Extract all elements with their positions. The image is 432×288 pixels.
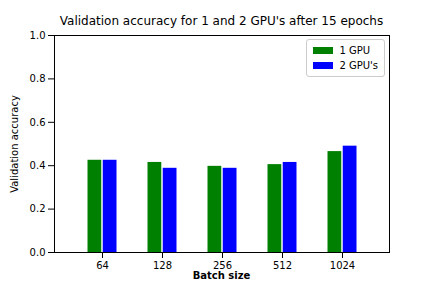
svg-text:64: 64 <box>96 260 109 271</box>
svg-text:512: 512 <box>273 260 292 271</box>
svg-text:256: 256 <box>213 260 232 271</box>
svg-text:0.8: 0.8 <box>30 73 46 84</box>
html-text:Validation accuracy for 1 and: Validation accuracy for 1 and 2 GPU's af… <box>59 14 384 28</box>
html-text:1 GPU: 1 GPU <box>339 45 370 56</box>
svg-text:1.0: 1.0 <box>30 30 46 41</box>
svg-text:0.2: 0.2 <box>30 203 46 214</box>
svg-text:0.0: 0.0 <box>30 247 46 258</box>
svg-text:0.6: 0.6 <box>30 117 46 128</box>
svg-text:0.4: 0.4 <box>30 160 46 171</box>
svg-text:128: 128 <box>153 260 172 271</box>
html-text:Batch size: Batch size <box>192 270 251 281</box>
svg-text:Validation accuracy: Validation accuracy <box>9 95 20 193</box>
svg-text:1024: 1024 <box>330 260 355 271</box>
html-text:2 GPU's: 2 GPU's <box>339 60 378 71</box>
